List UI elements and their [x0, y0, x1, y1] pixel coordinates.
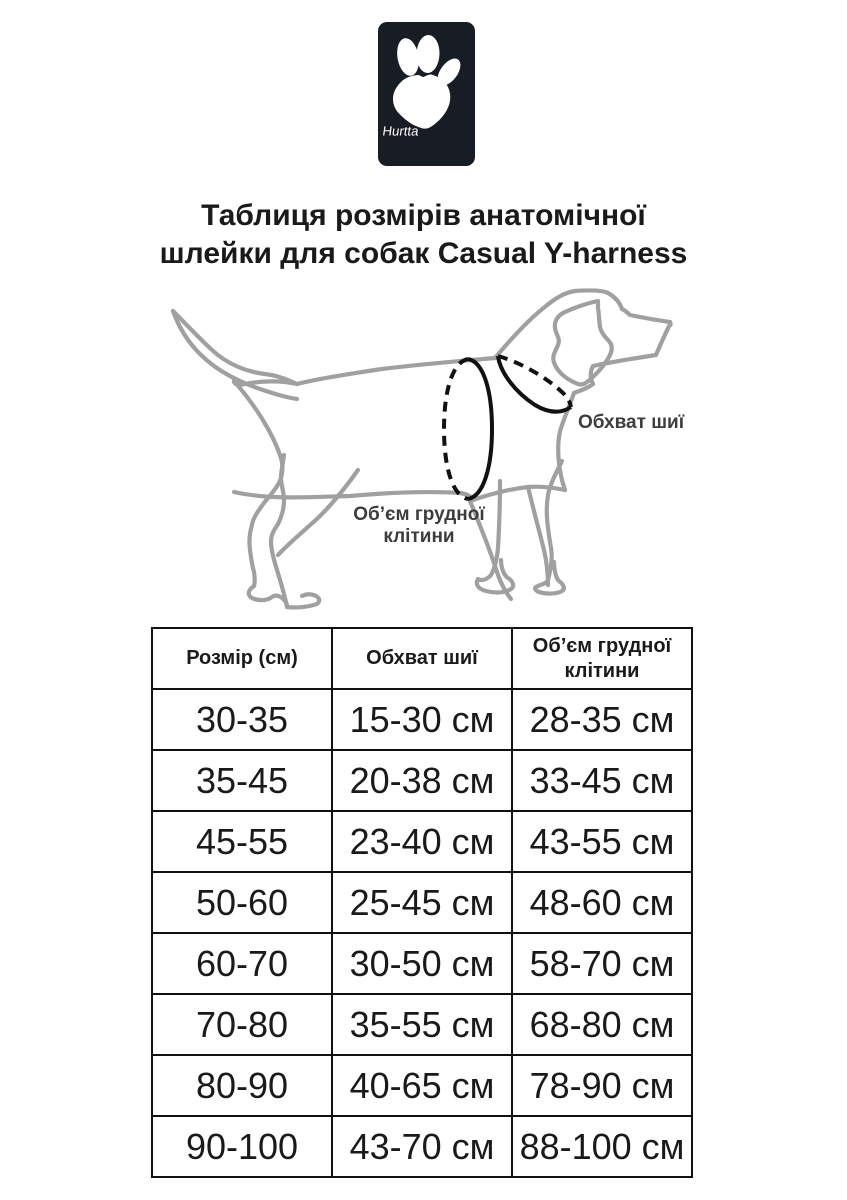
svg-text:Обхват шиї: Обхват шиї — [578, 412, 685, 433]
svg-text:клітини: клітини — [383, 526, 454, 547]
svg-text:Об’єм грудної: Об’єм грудної — [353, 504, 485, 525]
